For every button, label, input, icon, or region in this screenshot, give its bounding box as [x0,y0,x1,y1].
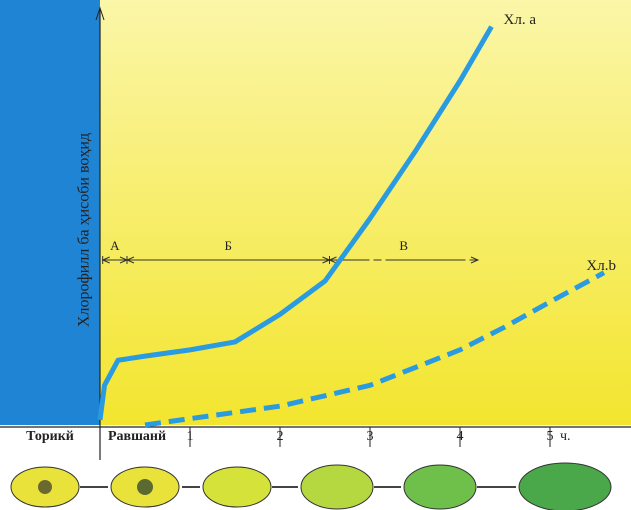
plastid-body [137,479,153,495]
plastid [519,463,611,510]
x-tick-label: 5 [547,429,554,444]
series-label: Хл.b [586,258,616,274]
plastid-stages [11,463,611,510]
plastid-body [38,480,52,494]
region-label: Торикй [26,429,74,444]
phase-label: В [399,238,408,253]
plastid [301,465,373,509]
region-label: Равшанй [108,429,166,444]
phase-label: А [110,238,120,253]
chart: Хлорофилл ба ҳисоби воҳид Торикй Равшанй… [0,0,631,510]
x-tick-label: 2 [277,429,284,444]
plastid [203,467,271,507]
plastid [404,465,476,509]
x-tick-label: 1 [187,429,194,444]
phase-label: Б [225,238,232,253]
light-region [100,0,631,425]
y-axis-label: Хлорофилл ба ҳисоби воҳид [76,133,93,327]
x-tick-label: 4 [457,429,464,444]
series-label: Хл. a [504,12,537,28]
x-unit: ч. [560,429,571,444]
x-tick-label: 3 [367,429,374,444]
